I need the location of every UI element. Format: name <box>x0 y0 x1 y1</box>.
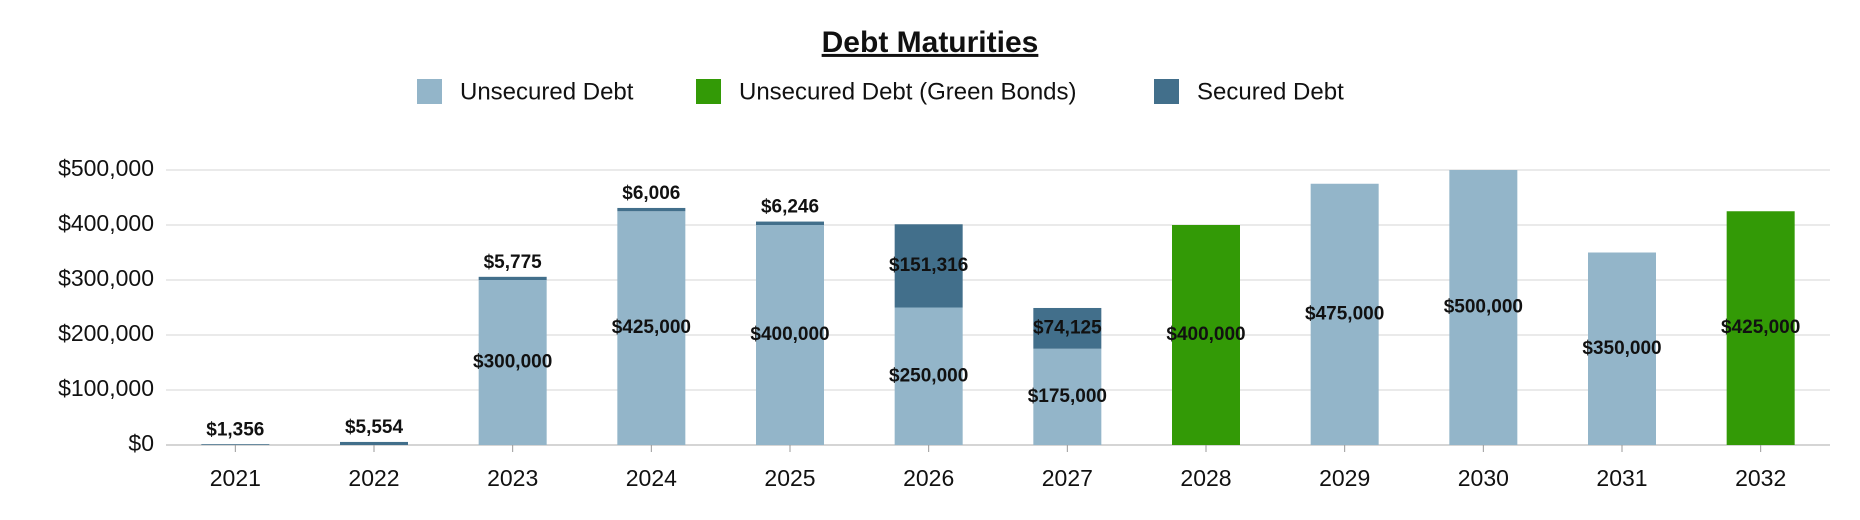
x-tick-label: 2031 <box>1596 465 1647 491</box>
legend-label: Unsecured Debt (Green Bonds) <box>739 78 1077 105</box>
bar-segment <box>340 441 408 445</box>
x-tick-label: 2032 <box>1735 465 1786 491</box>
x-tick-label: 2023 <box>487 465 538 491</box>
data-label: $151,316 <box>889 255 968 276</box>
x-tick-label: 2028 <box>1180 465 1231 491</box>
bar-segment <box>756 221 824 225</box>
y-tick-label: $400,000 <box>58 210 154 236</box>
bar-segment <box>1033 307 1102 349</box>
y-tick-label: $200,000 <box>58 320 154 346</box>
data-label: $400,000 <box>750 324 829 345</box>
data-label: $350,000 <box>1582 338 1661 359</box>
x-tick-label: 2025 <box>764 465 815 491</box>
data-label: $400,000 <box>1166 324 1245 345</box>
y-tick-label: $300,000 <box>58 265 154 291</box>
data-label: $5,554 <box>345 417 404 438</box>
x-tick-label: 2029 <box>1319 465 1370 491</box>
data-label: $250,000 <box>889 365 968 386</box>
bar-segment <box>756 225 824 445</box>
bar-segment <box>1033 348 1102 445</box>
bar-segment <box>617 207 686 212</box>
x-tick-label: 2022 <box>348 465 399 491</box>
y-tick-label: $500,000 <box>58 155 154 181</box>
bar-segment <box>478 276 547 280</box>
x-tick-label: 2021 <box>210 465 261 491</box>
bar-segment <box>1726 211 1795 445</box>
chart-title: Debt Maturities <box>822 26 1039 59</box>
legend-swatch <box>1154 79 1179 104</box>
x-tick-label: 2030 <box>1458 465 1509 491</box>
data-label: $6,006 <box>622 183 680 204</box>
data-label: $175,000 <box>1028 386 1107 407</box>
bar-segment <box>478 280 547 445</box>
bar-segment <box>894 224 963 308</box>
legend-swatch <box>696 79 721 104</box>
data-label: $6,246 <box>761 197 819 218</box>
legend-label: Unsecured Debt <box>460 78 634 105</box>
x-tick-label: 2024 <box>626 465 677 491</box>
data-label: $1,356 <box>206 419 264 440</box>
data-label: $500,000 <box>1444 297 1523 318</box>
data-label: $5,775 <box>484 252 543 273</box>
data-label: $74,125 <box>1033 317 1102 338</box>
x-tick-label: 2026 <box>903 465 954 491</box>
y-tick-label: $100,000 <box>58 375 154 401</box>
bar-segment <box>201 444 270 445</box>
data-label: $425,000 <box>1721 317 1800 338</box>
x-tick-label: 2027 <box>1042 465 1093 491</box>
y-tick-label: $0 <box>128 430 154 456</box>
bar-segment <box>617 211 686 445</box>
bar-segment <box>894 307 963 445</box>
legend-label: Secured Debt <box>1197 78 1344 105</box>
legend-swatch <box>417 79 442 104</box>
data-label: $300,000 <box>473 352 552 373</box>
data-label: $475,000 <box>1305 303 1384 324</box>
data-label: $425,000 <box>612 317 691 338</box>
bar-segment <box>1588 252 1656 445</box>
bar-segment <box>1172 225 1240 445</box>
bar-segment <box>1310 183 1379 445</box>
bar-segment <box>1449 170 1518 445</box>
